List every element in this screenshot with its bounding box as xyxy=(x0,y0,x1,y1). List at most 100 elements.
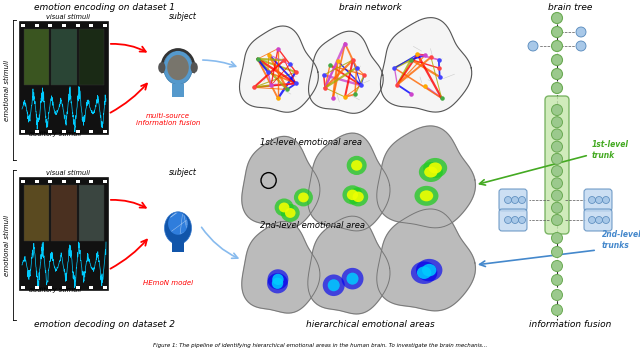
Bar xyxy=(20,22,108,134)
Point xyxy=(282,87,292,92)
Bar xyxy=(76,130,79,132)
Ellipse shape xyxy=(417,267,431,279)
Bar xyxy=(49,130,52,132)
Polygon shape xyxy=(308,216,390,314)
Ellipse shape xyxy=(267,273,288,293)
Circle shape xyxy=(595,196,602,204)
Ellipse shape xyxy=(416,259,442,281)
Bar xyxy=(21,285,25,289)
Polygon shape xyxy=(242,136,320,228)
Point xyxy=(436,95,447,101)
FancyBboxPatch shape xyxy=(584,189,612,211)
Circle shape xyxy=(528,41,538,51)
Text: hierarchical emotional areas: hierarchical emotional areas xyxy=(306,320,435,329)
Ellipse shape xyxy=(422,264,436,276)
Text: auditory stimuli: auditory stimuli xyxy=(29,131,81,137)
Circle shape xyxy=(552,129,563,140)
Circle shape xyxy=(511,217,518,223)
Bar xyxy=(62,285,66,289)
Circle shape xyxy=(552,166,563,177)
Bar xyxy=(90,130,93,132)
Text: emotional stimuli: emotional stimuli xyxy=(4,59,10,121)
Circle shape xyxy=(552,55,563,65)
Point xyxy=(406,57,416,62)
Ellipse shape xyxy=(423,158,447,178)
Bar xyxy=(62,130,66,132)
Ellipse shape xyxy=(323,274,345,296)
Circle shape xyxy=(552,104,563,115)
Circle shape xyxy=(518,196,525,204)
Circle shape xyxy=(552,141,563,152)
Circle shape xyxy=(552,261,563,272)
Bar xyxy=(20,178,108,290)
Bar xyxy=(79,185,104,241)
Bar xyxy=(51,185,77,241)
Point xyxy=(350,91,360,97)
Text: brain network: brain network xyxy=(339,3,401,12)
Bar xyxy=(21,179,25,183)
Ellipse shape xyxy=(285,208,296,218)
Text: visual stimuli: visual stimuli xyxy=(46,170,90,176)
Bar xyxy=(76,179,79,183)
Circle shape xyxy=(552,190,563,201)
Circle shape xyxy=(552,69,563,80)
Ellipse shape xyxy=(420,190,433,201)
Bar xyxy=(21,130,25,132)
Ellipse shape xyxy=(353,192,364,202)
Ellipse shape xyxy=(164,50,193,85)
Circle shape xyxy=(552,27,563,38)
Point xyxy=(319,72,329,78)
Ellipse shape xyxy=(348,187,368,206)
Ellipse shape xyxy=(158,62,165,73)
Polygon shape xyxy=(380,18,472,112)
Point xyxy=(420,52,430,58)
Ellipse shape xyxy=(342,268,364,290)
Point xyxy=(426,55,436,60)
Bar xyxy=(90,285,93,289)
Text: Figure 1: The pipeline of identifying hierarchical emotional areas in the human : Figure 1: The pipeline of identifying hi… xyxy=(153,343,487,348)
Bar xyxy=(79,29,104,85)
Circle shape xyxy=(602,196,609,204)
Point xyxy=(264,52,274,57)
Bar xyxy=(62,23,66,27)
Circle shape xyxy=(589,217,595,223)
Ellipse shape xyxy=(351,160,362,171)
Circle shape xyxy=(576,41,586,51)
Point xyxy=(324,62,335,68)
Bar xyxy=(49,285,52,289)
Circle shape xyxy=(552,82,563,93)
Bar xyxy=(35,285,38,289)
Circle shape xyxy=(552,202,563,213)
Point xyxy=(320,85,330,91)
FancyBboxPatch shape xyxy=(499,189,527,211)
Ellipse shape xyxy=(272,278,284,289)
Ellipse shape xyxy=(328,279,340,291)
Ellipse shape xyxy=(272,274,284,285)
Point xyxy=(253,56,263,62)
Circle shape xyxy=(511,196,518,204)
Point xyxy=(333,58,343,64)
Point xyxy=(420,83,430,89)
Polygon shape xyxy=(377,209,476,311)
Point xyxy=(340,41,350,46)
Circle shape xyxy=(602,217,609,223)
Bar xyxy=(21,23,25,27)
Text: 1st-level
trunk: 1st-level trunk xyxy=(592,140,629,160)
Polygon shape xyxy=(377,126,476,228)
Text: visual stimuli: visual stimuli xyxy=(46,14,90,20)
Point xyxy=(412,52,422,57)
Text: 1st-level emotional area: 1st-level emotional area xyxy=(260,138,362,147)
Point xyxy=(359,72,369,78)
Circle shape xyxy=(504,196,511,204)
Point xyxy=(263,69,273,75)
Point xyxy=(266,82,276,88)
Circle shape xyxy=(576,27,586,37)
Ellipse shape xyxy=(298,193,308,202)
Point xyxy=(328,95,338,101)
Bar xyxy=(35,23,38,27)
Circle shape xyxy=(552,178,563,189)
Point xyxy=(351,65,362,70)
Point xyxy=(356,82,366,88)
Circle shape xyxy=(595,217,602,223)
Circle shape xyxy=(552,290,563,301)
